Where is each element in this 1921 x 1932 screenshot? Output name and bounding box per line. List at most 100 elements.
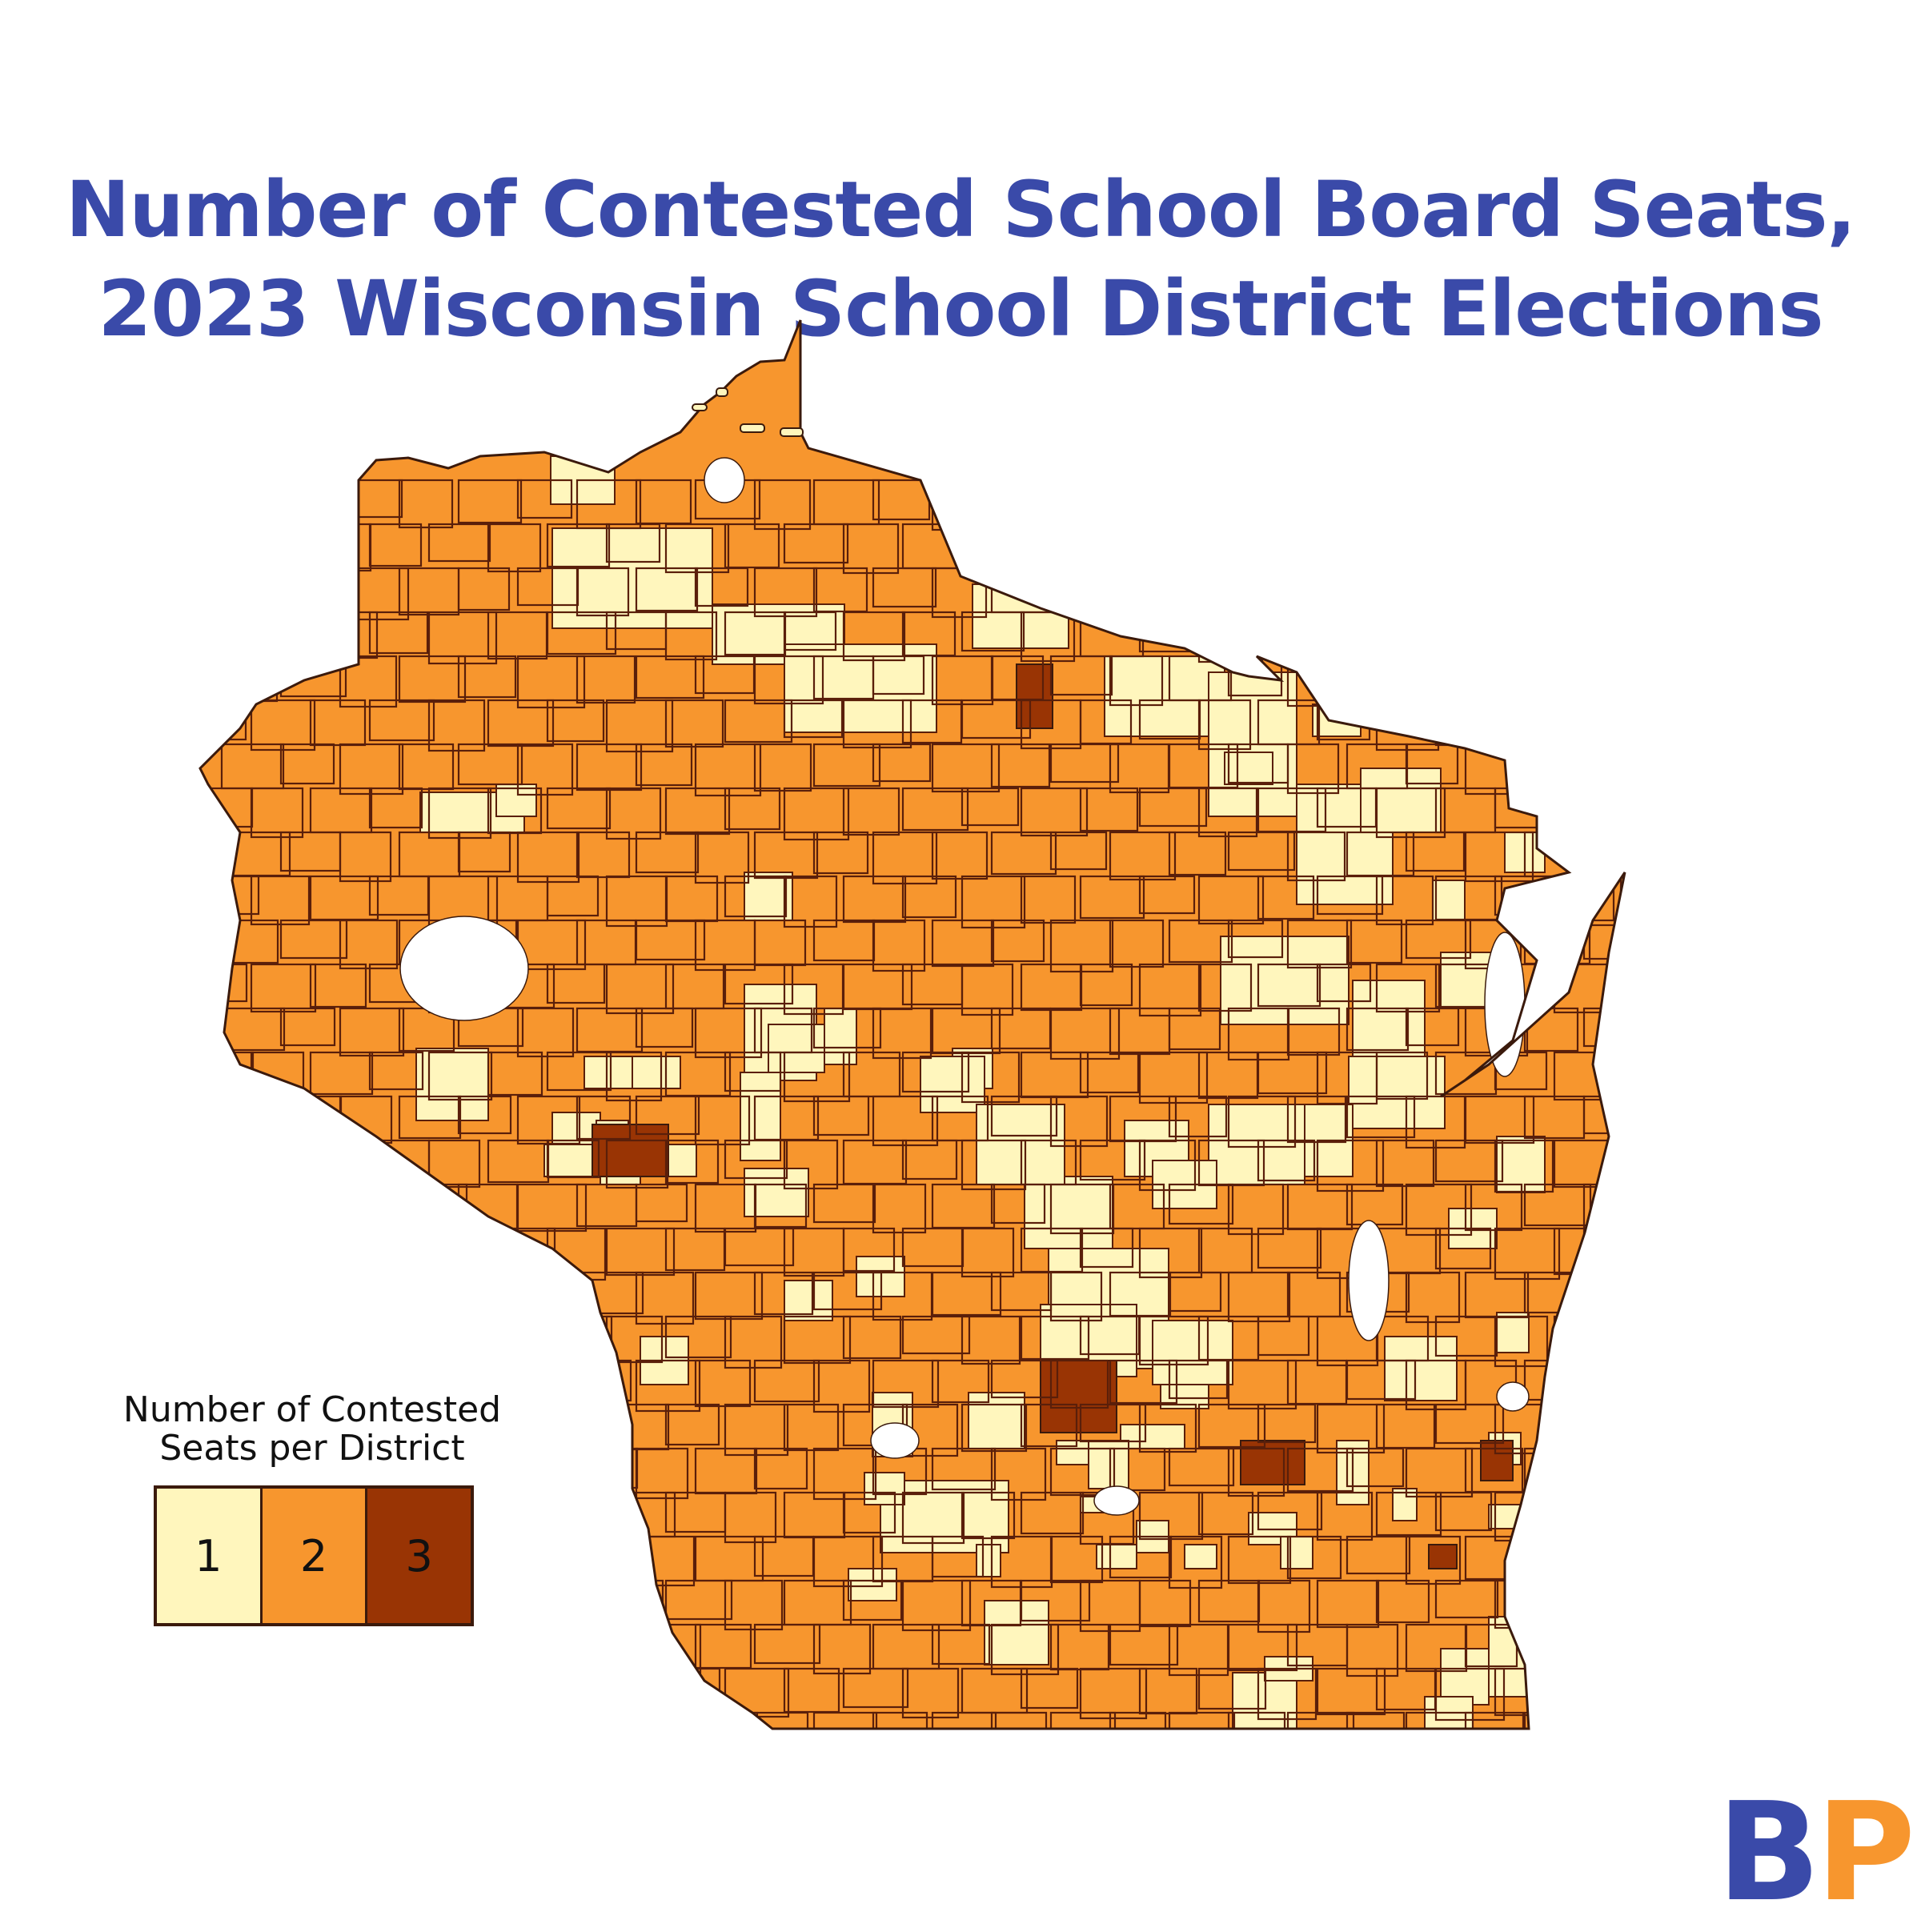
- district-boundary: [1286, 1271, 1341, 1318]
- district-boundary: [1138, 1051, 1209, 1104]
- district-boundary: [546, 963, 606, 1004]
- district-one-seat: [1152, 1320, 1233, 1385]
- district-boundary: [1138, 1315, 1209, 1366]
- district-one-seat: [1220, 936, 1350, 1025]
- district-boundary: [457, 1711, 520, 1729]
- district-boundary: [664, 611, 718, 661]
- district-boundary: [279, 1183, 349, 1237]
- district-boundary: [635, 831, 700, 874]
- district-boundary: [753, 1359, 820, 1403]
- district-boundary: [635, 1095, 700, 1136]
- district-boundary: [1553, 1579, 1618, 1625]
- district-boundary: [812, 567, 868, 613]
- district-boundary: [1138, 1403, 1197, 1453]
- map-title-line-2: 2023 Wisconsin School District Elections: [98, 264, 1823, 354]
- district-boundary: [1197, 1403, 1266, 1449]
- district-boundary: [1286, 1007, 1341, 1056]
- district-boundary: [1079, 523, 1138, 571]
- district-boundary: [783, 699, 844, 739]
- district-boundary: [1197, 963, 1253, 1012]
- district-boundary: [842, 787, 900, 836]
- district-boundary: [368, 699, 435, 742]
- district-boundary: [694, 1271, 764, 1321]
- district-boundary: [990, 1095, 1058, 1137]
- district-boundary: [546, 1667, 602, 1718]
- district-boundary: [1109, 1447, 1166, 1492]
- district-boundary: [1405, 655, 1471, 698]
- district-boundary: [1109, 1711, 1167, 1729]
- district-boundary: [1494, 1315, 1549, 1368]
- district-boundary: [1316, 1403, 1386, 1454]
- district-one-seat: [1496, 1312, 1530, 1353]
- district-boundary: [635, 743, 693, 787]
- district-boundary: [398, 1271, 456, 1314]
- district-boundary: [1582, 479, 1625, 524]
- district-boundary: [1375, 787, 1446, 839]
- district-boundary: [1464, 655, 1522, 708]
- district-boundary: [1049, 831, 1108, 871]
- district-boundary: [575, 567, 630, 617]
- district-boundary: [1168, 1095, 1228, 1138]
- district-boundary: [1346, 567, 1414, 615]
- lake-no-data: [870, 1422, 920, 1459]
- district-boundary: [901, 1139, 958, 1180]
- legend-item-2: 2: [262, 1489, 368, 1623]
- district-boundary: [1582, 1711, 1625, 1729]
- district-boundary: [279, 1623, 344, 1673]
- island: [780, 427, 804, 437]
- district-boundary: [812, 1623, 872, 1675]
- district-boundary: [1346, 1711, 1406, 1729]
- district-boundary: [1197, 611, 1264, 663]
- district-boundary: [546, 787, 612, 830]
- district-boundary: [1612, 699, 1625, 748]
- district-boundary: [1227, 1711, 1286, 1729]
- district-boundary: [1523, 567, 1584, 616]
- district-boundary: [664, 1315, 732, 1359]
- district-boundary: [368, 1051, 424, 1091]
- district-boundary: [842, 1051, 901, 1098]
- district-boundary: [812, 1711, 878, 1729]
- district-boundary: [1227, 1095, 1297, 1148]
- district-boundary: [753, 1271, 814, 1316]
- district-boundary: [1079, 1667, 1148, 1720]
- district-boundary: [960, 1491, 1016, 1540]
- district-boundary: [1464, 1447, 1524, 1493]
- district-boundary: [694, 831, 750, 884]
- district-boundary: [1138, 1579, 1192, 1628]
- district-boundary: [1434, 611, 1502, 659]
- district-boundary: [842, 1227, 896, 1273]
- district-boundary: [1434, 523, 1496, 572]
- district-boundary: [220, 1271, 287, 1313]
- district-boundary: [783, 611, 837, 651]
- district-boundary: [1168, 919, 1233, 964]
- district-boundary: [1346, 919, 1403, 964]
- district-boundary: [1405, 1535, 1462, 1585]
- district-boundary: [1612, 1315, 1625, 1358]
- district-boundary: [1494, 611, 1553, 655]
- district-boundary: [575, 1535, 645, 1577]
- district-boundary: [1257, 523, 1326, 571]
- district-boundary: [1257, 1403, 1317, 1444]
- district-boundary: [487, 1051, 543, 1096]
- district-boundary: [1079, 787, 1139, 832]
- district-boundary: [605, 963, 675, 1015]
- district-boundary: [575, 1623, 633, 1664]
- district-boundary: [1375, 1491, 1442, 1537]
- district-boundary: [1612, 1139, 1625, 1184]
- district-boundary: [200, 1139, 261, 1192]
- district-boundary: [398, 1095, 462, 1140]
- district-boundary: [279, 743, 335, 785]
- district-boundary: [279, 919, 348, 960]
- district-boundary: [1612, 611, 1625, 660]
- district-boundary: [1316, 875, 1384, 916]
- district-one-seat: [740, 1072, 781, 1161]
- legend-title-line-2: Seats per District: [159, 1428, 465, 1469]
- district-boundary: [546, 875, 600, 917]
- district-boundary: [753, 1183, 808, 1229]
- district-boundary: [931, 1271, 1002, 1317]
- district-boundary: [309, 963, 367, 1008]
- district-boundary: [1168, 567, 1226, 615]
- district-boundary: [1612, 1051, 1625, 1096]
- district-boundary: [1434, 1315, 1498, 1357]
- district-one-seat: [1184, 1544, 1217, 1569]
